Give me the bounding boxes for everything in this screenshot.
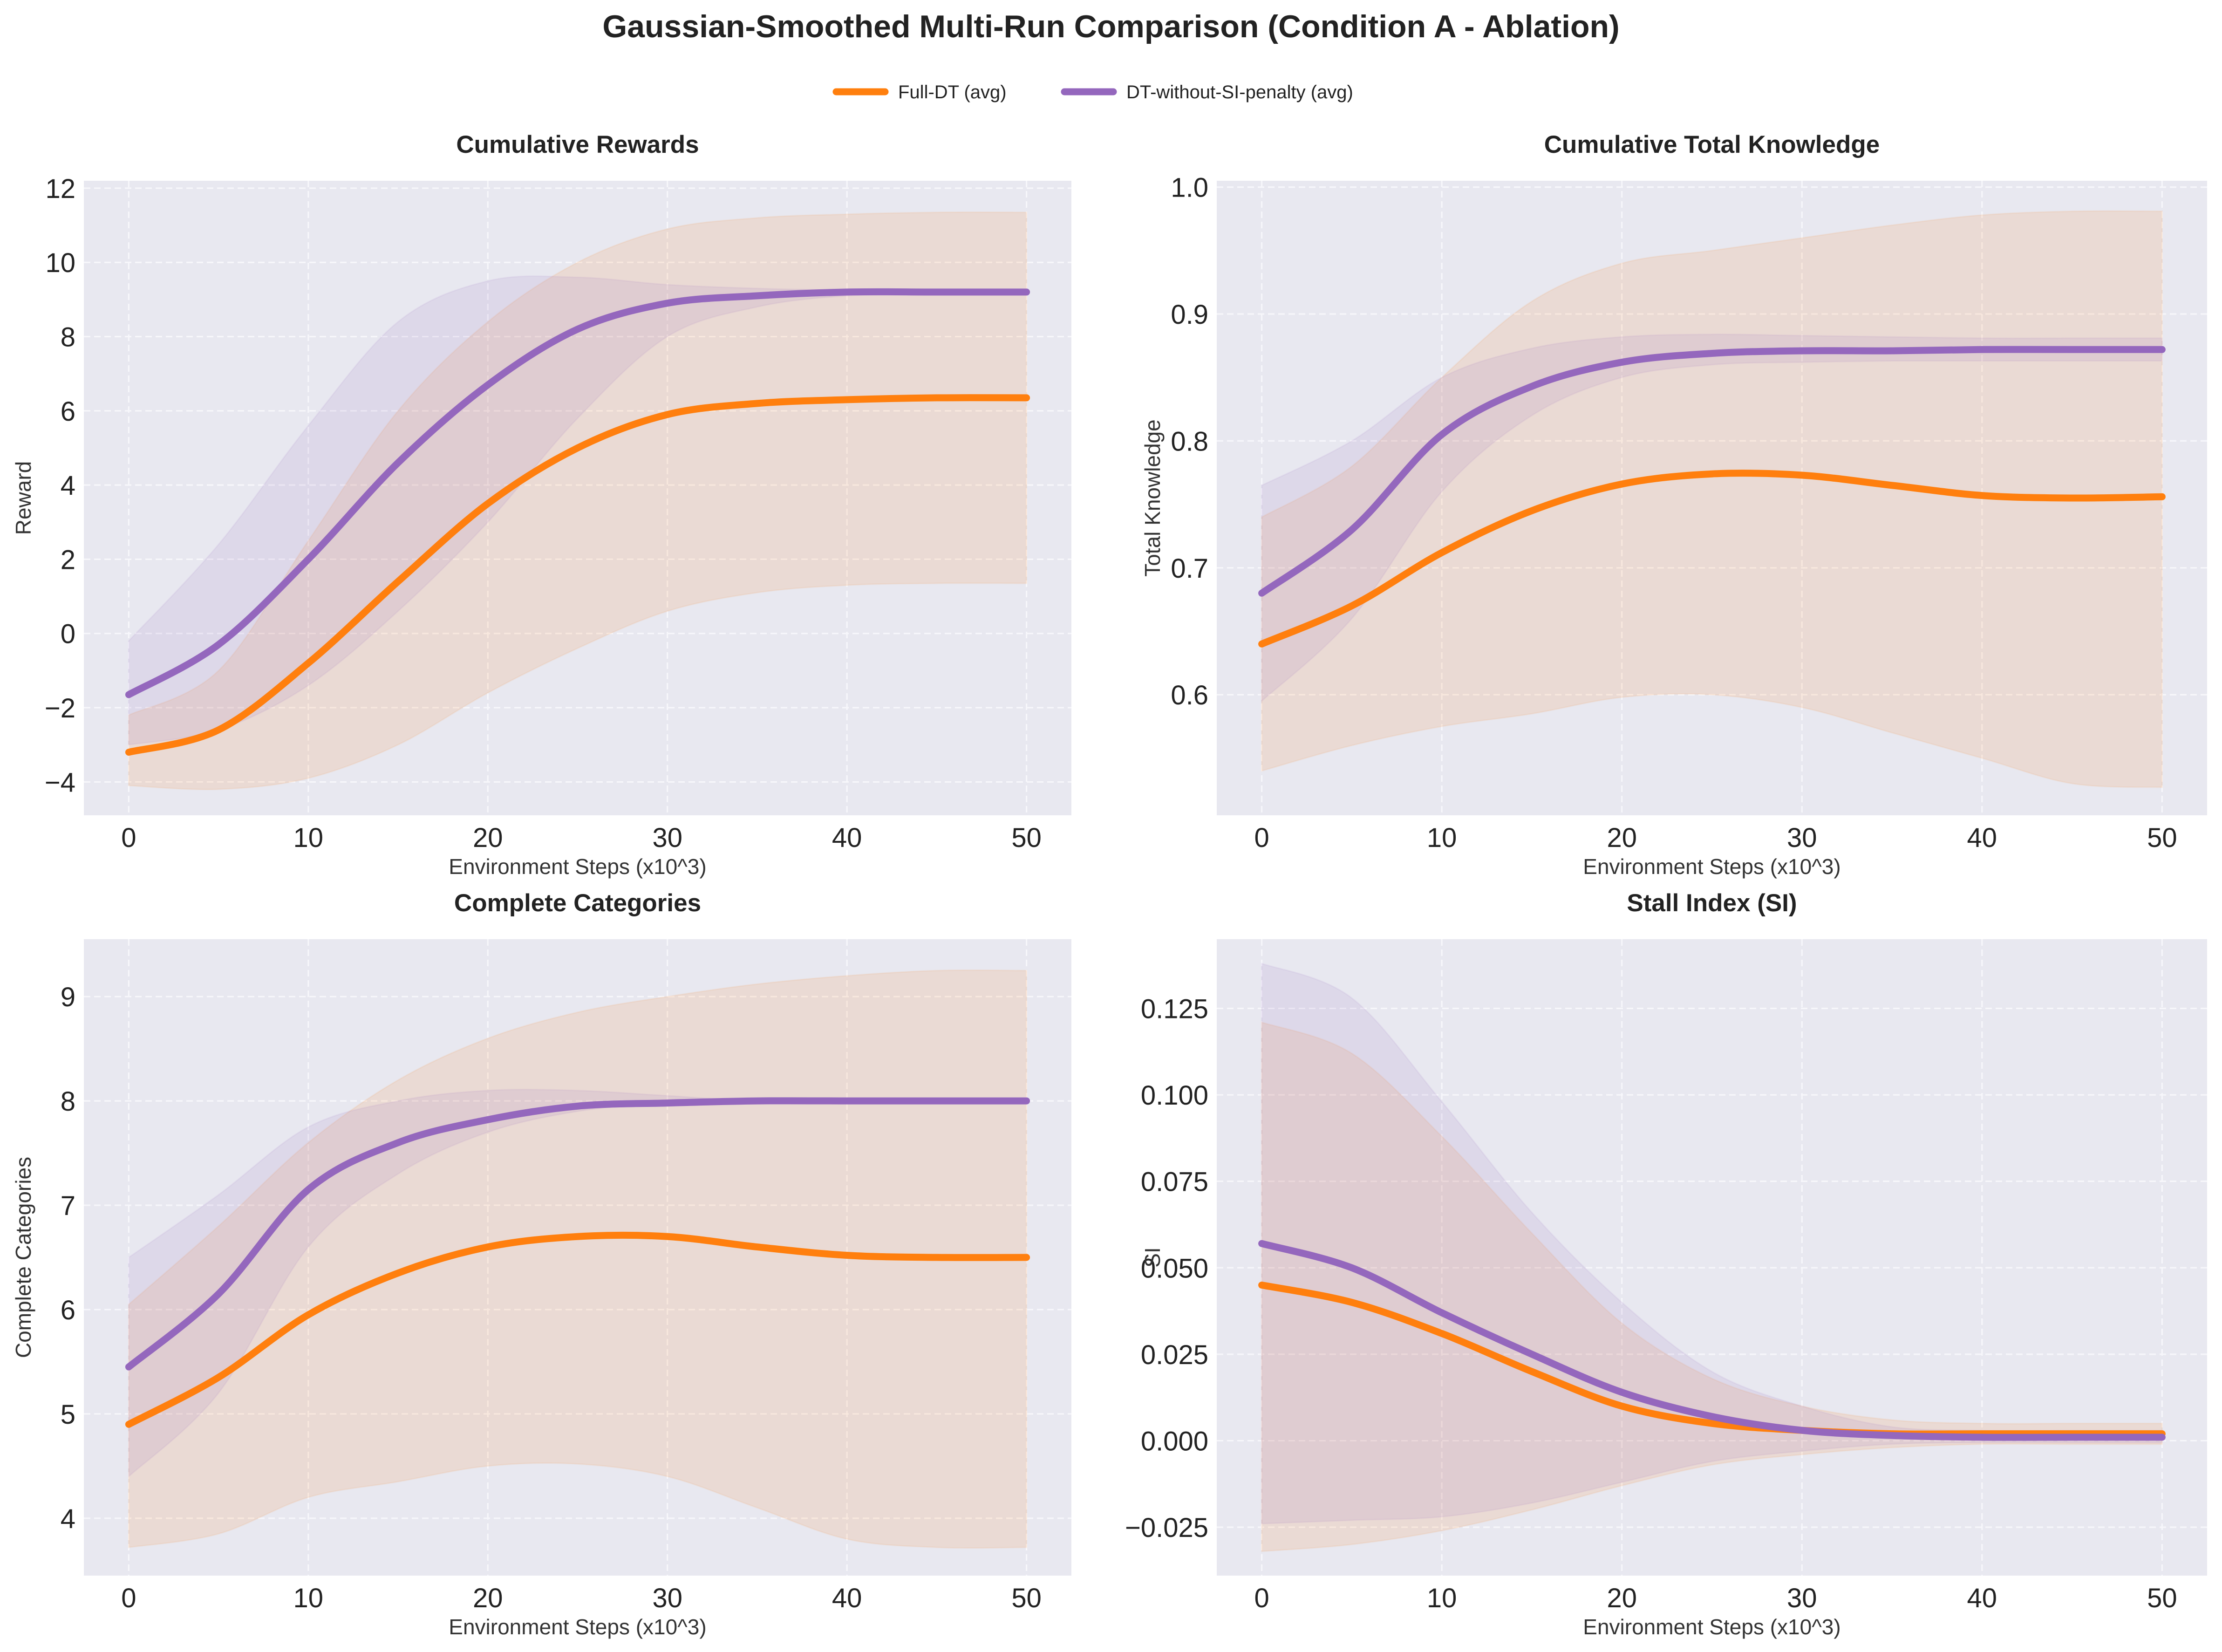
band-full-dt <box>1261 1021 2163 1552</box>
y-tick-label: 0 <box>61 619 75 649</box>
panel-title-stall-index-si: Stall Index (SI) <box>1627 889 1797 917</box>
x-tick-label: 10 <box>1427 823 1457 853</box>
panel-title-complete-categories: Complete Categories <box>454 889 701 917</box>
series-line-dt-without-si <box>125 288 1030 698</box>
y-tick-label: 0.9 <box>1171 300 1208 330</box>
x-tick-label: 0 <box>121 1583 136 1613</box>
x-tick-label: 10 <box>293 823 324 853</box>
series-line-dt-without-si <box>1258 1240 2166 1441</box>
x-tick-label: 40 <box>832 823 862 853</box>
y-axis-label: SI <box>1140 1247 1165 1267</box>
y-tick-label: 8 <box>61 1086 75 1117</box>
series-line-full-dt <box>125 1231 1030 1428</box>
series-line-full-dt <box>1258 470 2166 648</box>
x-tick-label: 40 <box>832 1583 862 1613</box>
legend-label-dt-without-si: DT-without-SI-penalty (avg) <box>1126 82 1353 102</box>
band-full-dt <box>128 211 1028 791</box>
y-tick-label: 0.000 <box>1141 1426 1208 1456</box>
x-tick-label: 40 <box>1967 823 1997 853</box>
x-tick-label: 50 <box>2147 1583 2177 1613</box>
y-tick-label: −4 <box>45 767 75 798</box>
chart-panel-cumulative-rewards: 0 10 20 30 40 50 −4 −2 0 2 4 6 8 10 12 Cumulative Rewar… <box>11 131 1071 879</box>
chart-panel-cumulative-total-knowledge: 0 10 20 30 40 50 0.6 0.7 0.8 0.9 1.0 Cumulative Tot… <box>1140 131 2207 879</box>
y-tick-label: 5 <box>61 1399 75 1430</box>
x-axis-label: Environment Steps (x10^3) <box>1583 1615 1840 1639</box>
legend-label-full-dt: Full-DT (avg) <box>898 82 1007 102</box>
x-tick-label: 20 <box>1607 1583 1637 1613</box>
x-tick-label: 0 <box>1254 823 1269 853</box>
y-axis-label: Reward <box>11 461 35 535</box>
x-tick-label: 40 <box>1967 1583 1997 1613</box>
y-tick-label: 9 <box>61 982 75 1012</box>
y-axis-label: Complete Categories <box>11 1157 35 1358</box>
chart-panel-stall-index: 0 10 20 30 40 50 −0.025 0.000 0.025 0.050 0.075 0.1… <box>1125 889 2207 1639</box>
x-tick-label: 0 <box>1254 1583 1269 1613</box>
x-tick-label: 50 <box>2147 823 2177 853</box>
x-tick-label: 10 <box>1427 1583 1457 1613</box>
x-tick-label: 10 <box>293 1583 324 1613</box>
x-tick-label: 50 <box>1011 823 1042 853</box>
x-axis-label: Environment Steps (x10^3) <box>449 1615 706 1639</box>
y-axis-label: Total Knowledge <box>1140 419 1165 577</box>
series-line-dt-without-si <box>1258 346 2166 597</box>
x-tick-label: 0 <box>121 823 136 853</box>
x-tick-label: 30 <box>1787 1583 1817 1613</box>
y-tick-label: 4 <box>61 1504 75 1534</box>
y-tick-label: 0.050 <box>1141 1253 1208 1283</box>
plot-area <box>1217 939 2207 1576</box>
y-tick-label: 7 <box>61 1191 75 1221</box>
y-tick-label: 6 <box>61 396 75 427</box>
y-tick-label: 0.7 <box>1171 553 1208 584</box>
y-tick-label: 1.0 <box>1171 173 1208 203</box>
x-tick-label: 20 <box>473 823 503 853</box>
y-tick-label: 12 <box>45 174 75 204</box>
x-tick-label: 50 <box>1011 1583 1042 1613</box>
x-tick-label: 20 <box>473 1583 503 1613</box>
band-full-dt <box>128 969 1028 1549</box>
y-tick-label: 6 <box>61 1295 75 1325</box>
series-line-dt-without-si <box>125 1097 1030 1371</box>
panel-title-cumulative-total-knowledge: Cumulative Total Knowledge <box>1544 131 1880 158</box>
legend: Full-DT (avg) DT-without-SI-penalty (avg… <box>832 82 1353 102</box>
y-tick-label: 0.075 <box>1141 1167 1208 1197</box>
x-tick-label: 30 <box>1787 823 1817 853</box>
y-tick-label: 8 <box>61 322 75 353</box>
y-tick-label: 0.8 <box>1171 426 1208 457</box>
x-axis-label: Environment Steps (x10^3) <box>449 854 706 879</box>
x-tick-label: 30 <box>652 823 682 853</box>
band-full-dt <box>1261 210 2163 788</box>
series-line-full-dt <box>125 394 1030 756</box>
chart-panel-complete-categories: 0 10 20 30 40 50 4 5 6 7 8 9 Complete Categories Envi… <box>11 889 1071 1639</box>
y-tick-label: 0.6 <box>1171 680 1208 710</box>
band-dt-without-si <box>1261 334 2163 703</box>
series-line-full-dt <box>1258 1281 2166 1438</box>
y-tick-label: 4 <box>61 471 75 501</box>
y-tick-label: 10 <box>45 248 75 278</box>
x-tick-label: 20 <box>1607 823 1637 853</box>
y-tick-label: 0.025 <box>1141 1340 1208 1370</box>
y-tick-label: 2 <box>61 545 75 575</box>
figure-title: Gaussian-Smoothed Multi-Run Comparison (… <box>602 9 1619 44</box>
y-tick-label: 0.125 <box>1141 994 1208 1024</box>
y-tick-label: −2 <box>45 693 75 724</box>
y-tick-label: 0.100 <box>1141 1080 1208 1111</box>
x-tick-label: 30 <box>652 1583 682 1613</box>
y-tick-label: −0.025 <box>1125 1513 1208 1543</box>
panel-title-cumulative-rewards: Cumulative Rewards <box>456 131 699 158</box>
x-axis-label: Environment Steps (x10^3) <box>1583 854 1840 879</box>
